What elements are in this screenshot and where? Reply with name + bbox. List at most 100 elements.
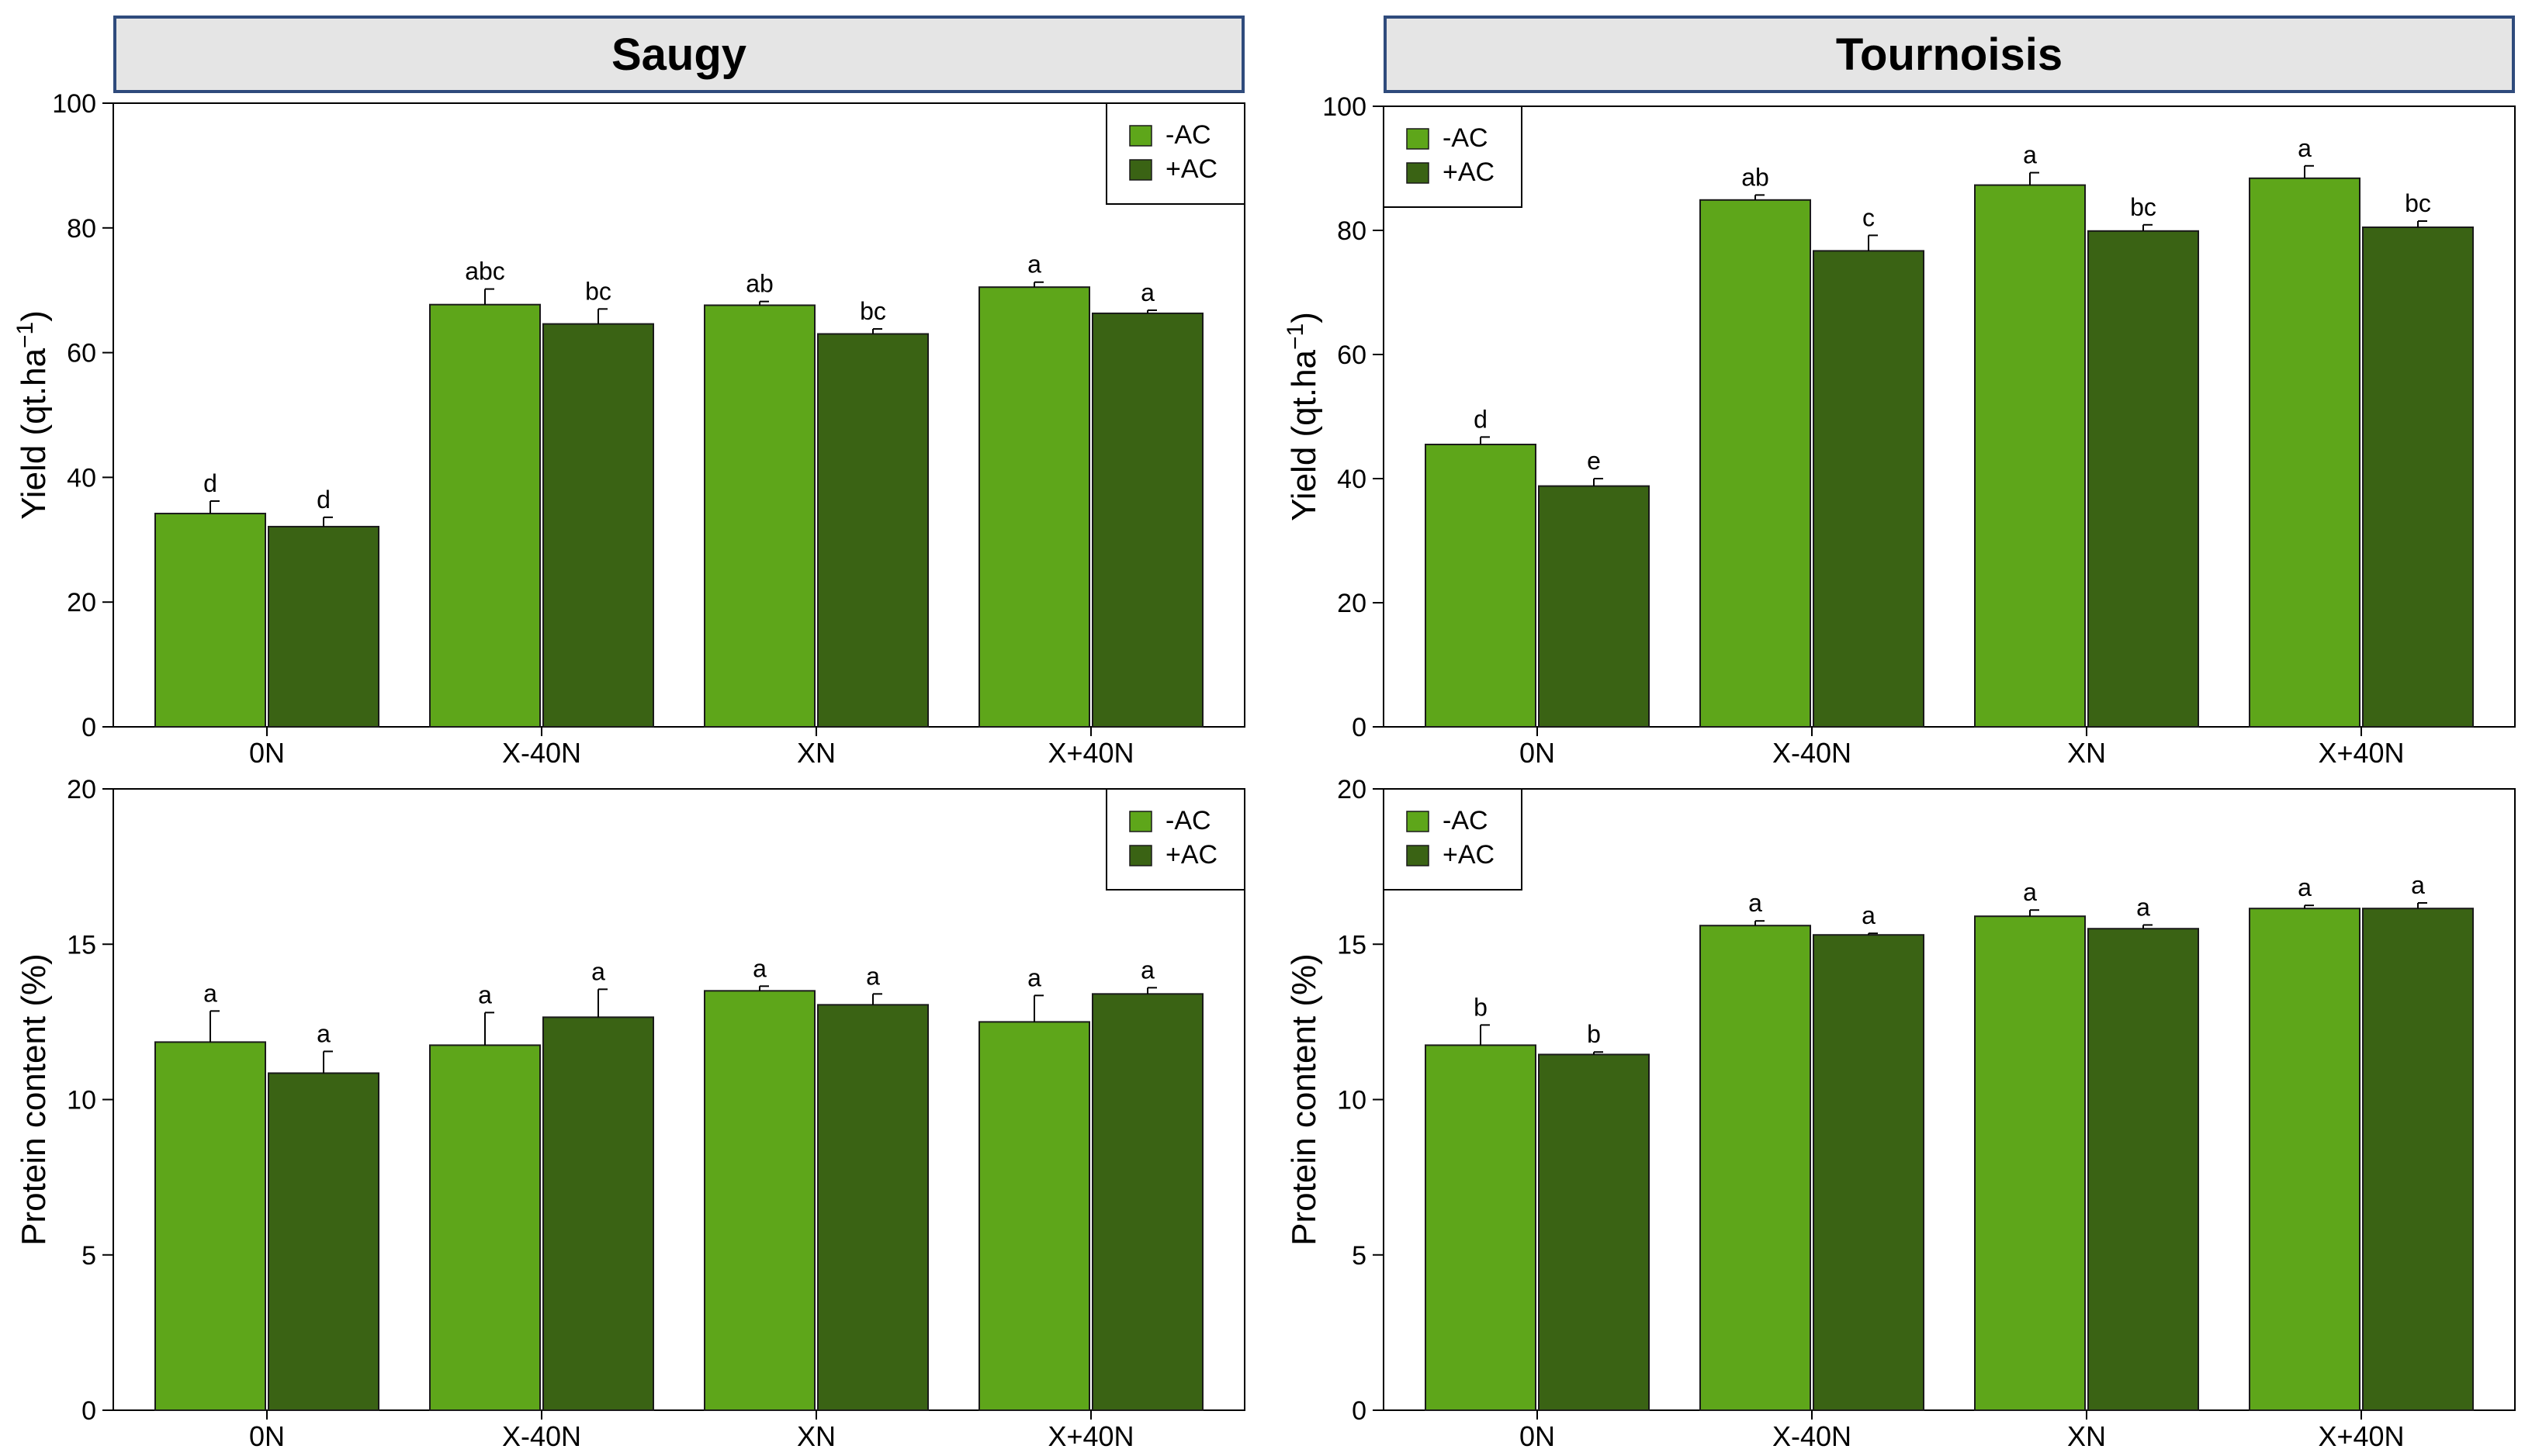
x-tick-label: X+40N bbox=[2318, 737, 2404, 769]
y-tick-label: 5 bbox=[81, 1241, 96, 1271]
legend-box bbox=[1106, 102, 1245, 205]
significance-letter: a bbox=[1027, 963, 1041, 991]
significance-letter: a bbox=[2298, 134, 2312, 162]
significance-letter: ab bbox=[1741, 163, 1769, 191]
significance-letter: a bbox=[866, 962, 880, 990]
legend-swatch-plus-ac bbox=[1129, 845, 1152, 866]
site-header-tournoisis: Tournoisis bbox=[1384, 16, 2515, 93]
legend-swatch-plus-ac bbox=[1406, 845, 1429, 866]
legend-label-minus-ac: -AC bbox=[1443, 806, 1488, 835]
legend-swatch-minus-ac bbox=[1129, 811, 1152, 832]
legend-swatch-minus-ac bbox=[1406, 128, 1429, 150]
x-tick-label: X-40N bbox=[502, 737, 581, 769]
bar-plus-ac bbox=[1092, 993, 1204, 1411]
y-tick-label: 100 bbox=[1322, 92, 1366, 122]
significance-letter: a bbox=[2411, 871, 2425, 899]
y-tick-label: 60 bbox=[67, 339, 96, 368]
significance-letter: a bbox=[1141, 956, 1155, 984]
x-tick-label: X-40N bbox=[502, 1420, 581, 1452]
bar-plus-ac bbox=[1813, 934, 1924, 1411]
x-tick-label: 0N bbox=[1519, 737, 1555, 769]
significance-letter: a bbox=[478, 980, 492, 1008]
bar-plus-ac bbox=[1538, 1053, 1650, 1411]
y-tick-label: 20 bbox=[67, 775, 96, 804]
significance-letter: a bbox=[2023, 141, 2037, 169]
y-tick-label: 40 bbox=[67, 463, 96, 493]
bar-minus-ac bbox=[429, 1044, 541, 1411]
y-tick-label: 80 bbox=[67, 214, 96, 244]
significance-letter: a bbox=[2298, 873, 2312, 901]
significance-letter: a bbox=[1748, 889, 1762, 917]
chart-panel-tournoisis-protein: 0 5 10 15 20 Protein content (%) b b 0N a a X-40N a a… bbox=[1285, 775, 2516, 1452]
significance-letter: b bbox=[1587, 1020, 1601, 1048]
y-tick-label: 0 bbox=[1352, 1396, 1366, 1426]
significance-letter: a bbox=[753, 954, 767, 982]
site-title-saugy: Saugy bbox=[611, 29, 747, 80]
y-tick-label: 20 bbox=[1337, 775, 1366, 804]
y-axis-label: Yield (qt.ha−1) bbox=[1283, 312, 1323, 521]
bar-minus-ac bbox=[1425, 1044, 1536, 1411]
x-tick-label: X-40N bbox=[1772, 1420, 1851, 1452]
x-tick-label: X+40N bbox=[1048, 1420, 1134, 1452]
significance-letter: bc bbox=[2405, 189, 2431, 217]
x-tick-label: X+40N bbox=[2318, 1420, 2404, 1452]
legend-label-minus-ac: -AC bbox=[1166, 806, 1211, 835]
legend-label-plus-ac: +AC bbox=[1166, 840, 1217, 870]
x-tick-label: 0N bbox=[1519, 1420, 1555, 1452]
bar-plus-ac bbox=[268, 1072, 379, 1412]
y-tick-label: 0 bbox=[81, 713, 96, 742]
y-axis-label: Yield (qt.ha−1) bbox=[12, 310, 53, 520]
y-tick-label: 20 bbox=[1337, 589, 1366, 618]
bar-minus-ac bbox=[429, 303, 541, 728]
bar-plus-ac bbox=[817, 333, 929, 728]
bar-plus-ac bbox=[1538, 485, 1650, 728]
bar-minus-ac bbox=[1699, 925, 1811, 1411]
significance-letter: a bbox=[1027, 251, 1041, 278]
bar-plus-ac bbox=[268, 525, 379, 728]
significance-letter: b bbox=[1474, 993, 1488, 1021]
y-tick-label: 40 bbox=[1337, 465, 1366, 494]
x-tick-label: XN bbox=[797, 737, 836, 769]
significance-letter: a bbox=[1141, 278, 1155, 306]
y-axis-label: Protein content (%) bbox=[15, 953, 53, 1246]
site-header-saugy: Saugy bbox=[113, 16, 1245, 93]
legend-swatch-plus-ac bbox=[1406, 162, 1429, 184]
legend-swatch-minus-ac bbox=[1406, 811, 1429, 832]
significance-letter: bc bbox=[860, 297, 886, 325]
bar-minus-ac bbox=[1974, 184, 2086, 728]
bar-minus-ac bbox=[704, 990, 816, 1411]
bar-plus-ac bbox=[542, 1016, 654, 1412]
significance-letter: abc bbox=[465, 258, 505, 285]
legend-box bbox=[1106, 788, 1245, 891]
significance-letter: ab bbox=[746, 270, 774, 298]
significance-letter: c bbox=[1862, 203, 1875, 231]
y-tick-label: 100 bbox=[52, 89, 96, 119]
bar-plus-ac bbox=[1092, 312, 1204, 728]
legend-swatch-plus-ac bbox=[1129, 159, 1152, 181]
chart-panel-saugy-protein: 0 5 10 15 20 Protein content (%) a a 0N a a X-40N a a… bbox=[15, 775, 1245, 1452]
significance-letter: bc bbox=[2130, 193, 2156, 221]
bar-plus-ac bbox=[2362, 908, 2474, 1411]
legend-box bbox=[1383, 788, 1522, 891]
legend-swatch-minus-ac bbox=[1129, 125, 1152, 147]
bar-minus-ac bbox=[1425, 444, 1536, 728]
y-tick-label: 80 bbox=[1337, 216, 1366, 246]
x-tick-label: 0N bbox=[249, 737, 285, 769]
bar-plus-ac bbox=[2087, 230, 2199, 728]
legend-label-plus-ac: +AC bbox=[1443, 157, 1495, 187]
significance-letter: a bbox=[317, 1019, 331, 1047]
site-title-tournoisis: Tournoisis bbox=[1835, 29, 2063, 80]
bar-minus-ac bbox=[978, 1021, 1090, 1411]
x-tick-label: XN bbox=[2067, 737, 2106, 769]
bar-minus-ac bbox=[2249, 908, 2360, 1411]
y-tick-label: 15 bbox=[1337, 930, 1366, 960]
y-tick-label: 0 bbox=[81, 1396, 96, 1426]
x-tick-label: XN bbox=[2067, 1420, 2106, 1452]
bar-minus-ac bbox=[978, 286, 1090, 728]
bar-plus-ac bbox=[1813, 250, 1924, 728]
significance-letter: d bbox=[317, 486, 331, 514]
x-tick-label: X-40N bbox=[1772, 737, 1851, 769]
y-tick-label: 10 bbox=[67, 1086, 96, 1115]
significance-letter: e bbox=[1587, 447, 1601, 475]
